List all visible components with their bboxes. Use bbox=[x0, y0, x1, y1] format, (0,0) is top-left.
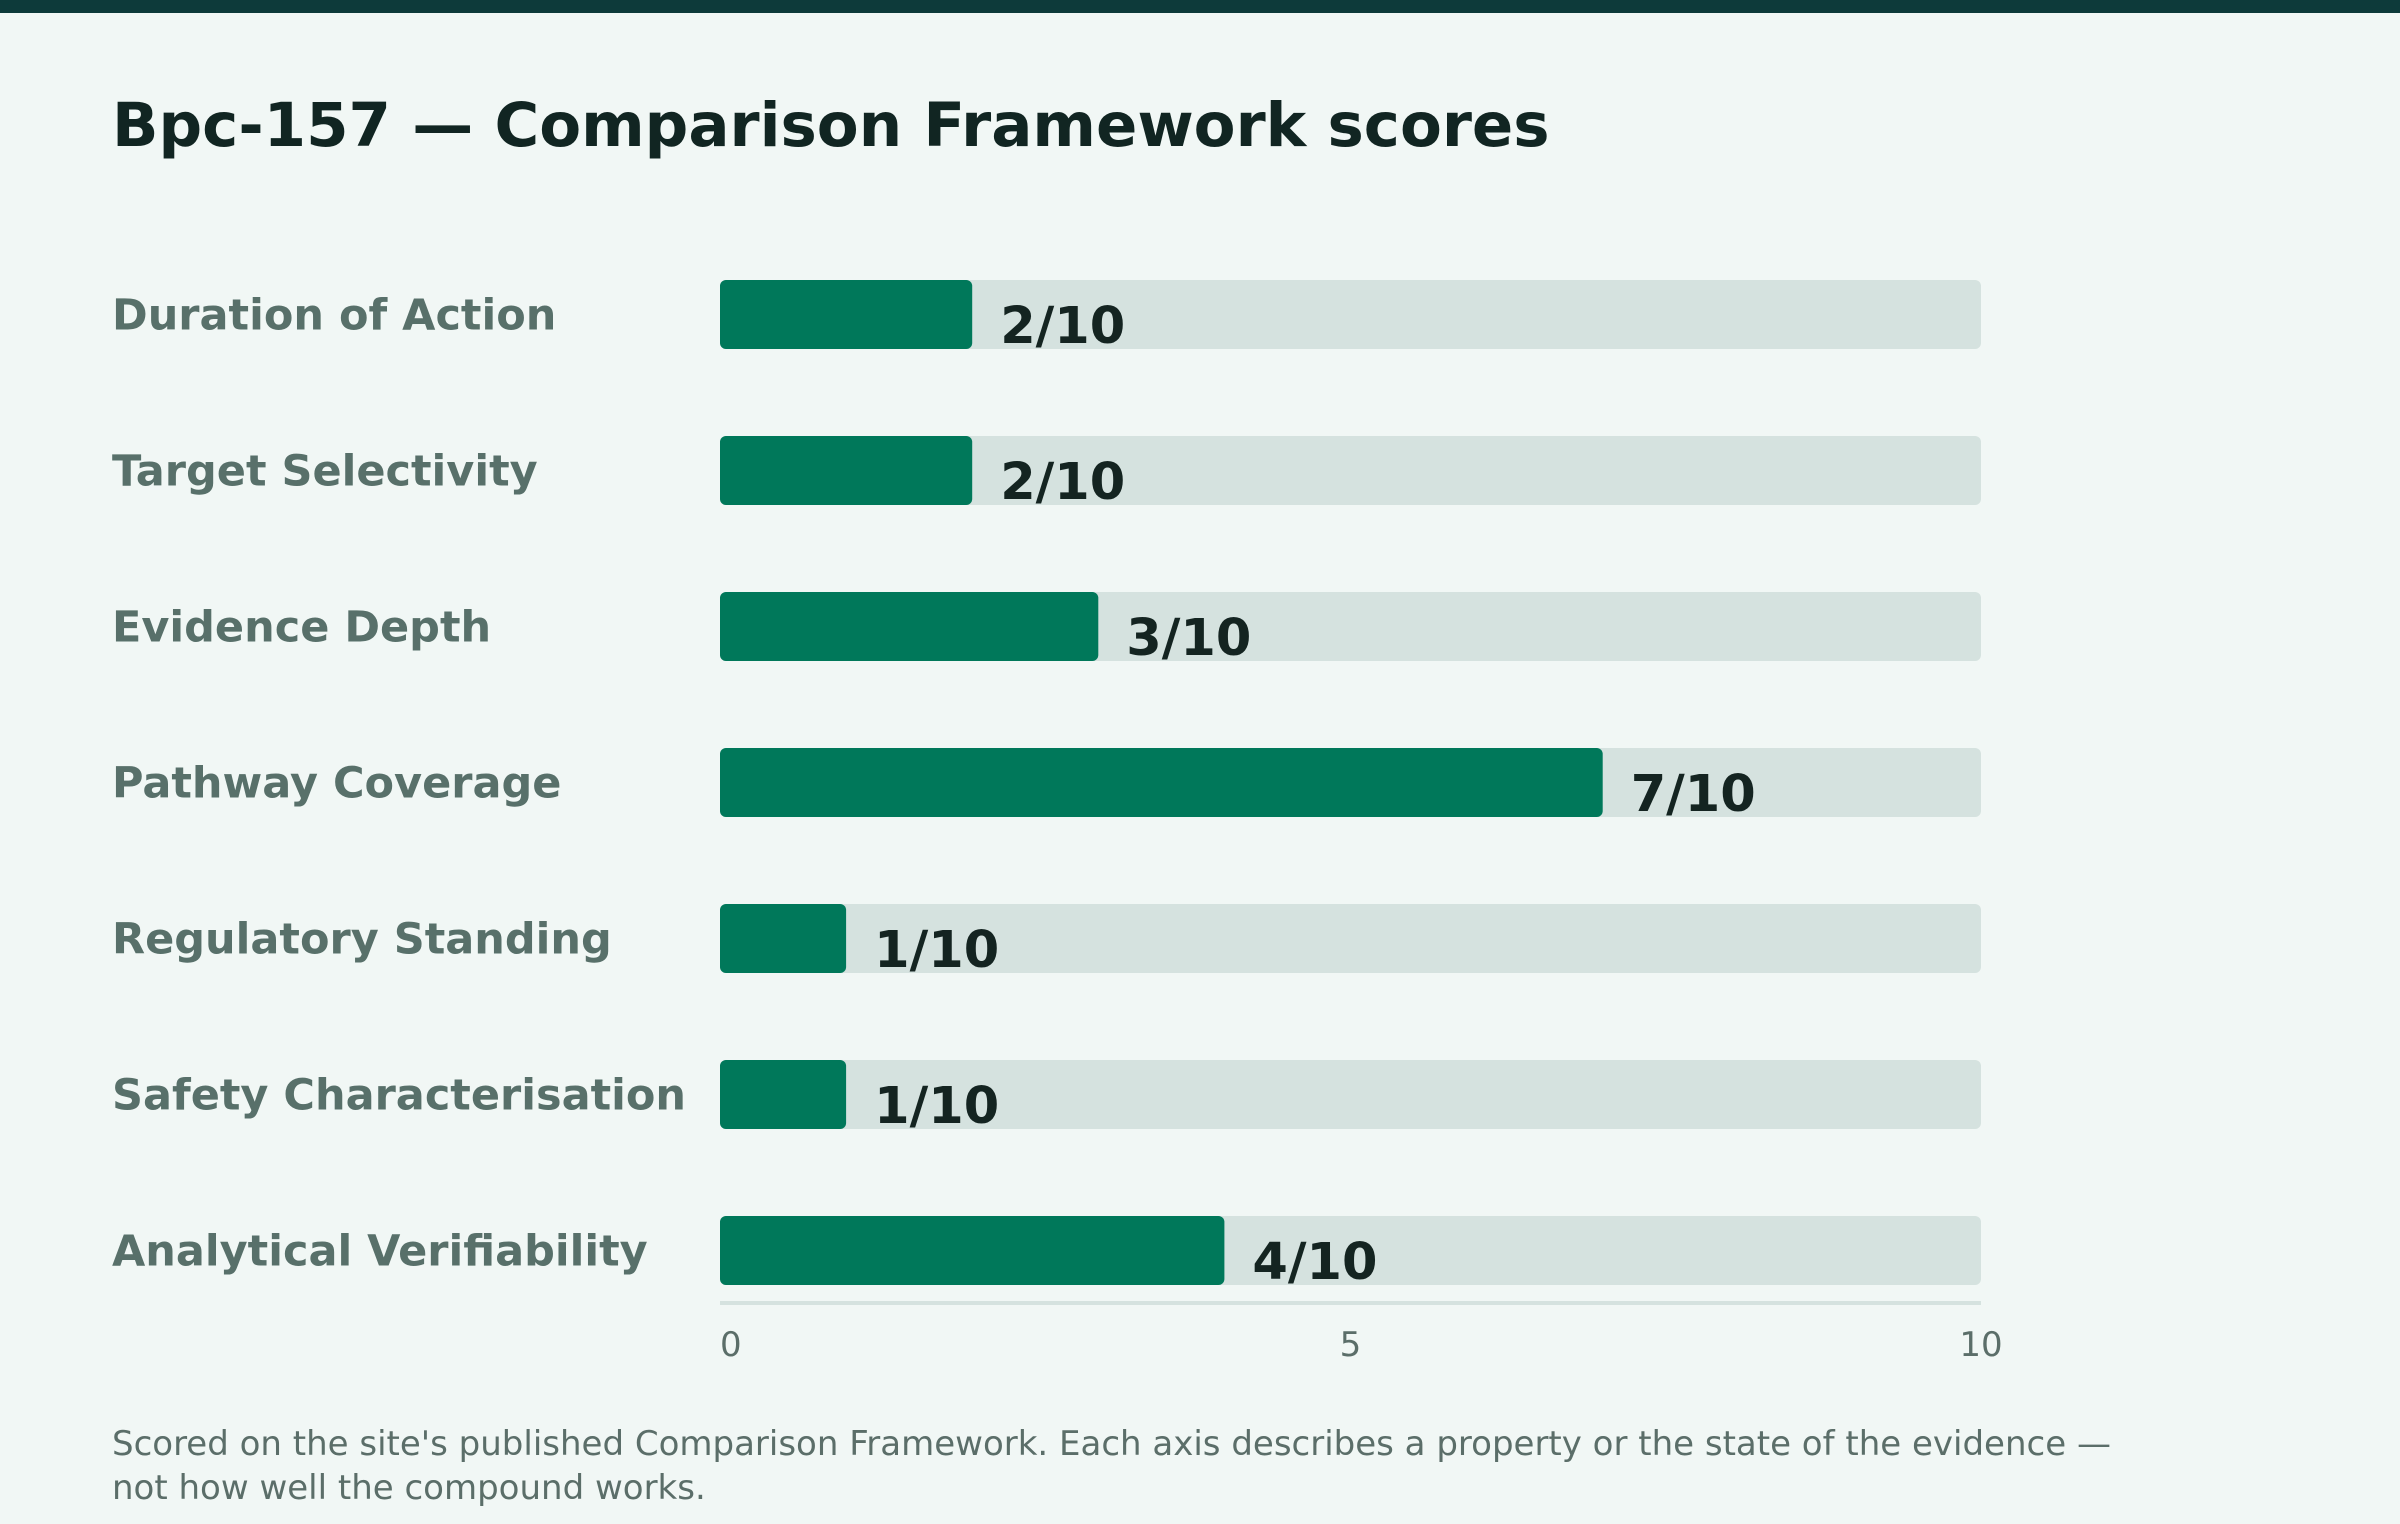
category-label: Analytical Verifiability bbox=[112, 1227, 648, 1277]
x-tick-label: 5 bbox=[1340, 1325, 1362, 1365]
bar bbox=[720, 436, 973, 505]
bar bbox=[720, 904, 847, 973]
value-label: 3/10 bbox=[1126, 609, 1251, 668]
bar-chart: Duration of Action 2/10 Target Selectivity… bbox=[112, 280, 2003, 1365]
category-label: Safety Characterisation bbox=[112, 1071, 686, 1121]
category-label: Target Selectivity bbox=[112, 447, 538, 497]
chart-footnote: Scored on the site's published Compariso… bbox=[112, 1424, 2111, 1508]
bar bbox=[720, 748, 1603, 817]
category-label: Regulatory Standing bbox=[112, 915, 612, 965]
x-tick-label: 10 bbox=[1959, 1325, 2002, 1365]
value-label: 1/10 bbox=[874, 921, 999, 980]
x-tick-label: 0 bbox=[720, 1325, 742, 1365]
category-label: Pathway Coverage bbox=[112, 759, 561, 809]
category-label: Duration of Action bbox=[112, 291, 556, 341]
bar bbox=[720, 280, 973, 349]
category-label: Evidence Depth bbox=[112, 603, 491, 653]
bar-track bbox=[720, 904, 1981, 973]
bar-track bbox=[720, 436, 1981, 505]
bar bbox=[720, 1060, 847, 1129]
value-label: 2/10 bbox=[1000, 297, 1125, 356]
top-accent-bar bbox=[0, 0, 2400, 13]
value-label: 2/10 bbox=[1000, 453, 1125, 512]
chart-title: Bpc-157 — Comparison Framework scores bbox=[112, 90, 1550, 161]
bar-track bbox=[720, 1060, 1981, 1129]
bar bbox=[720, 592, 1099, 661]
value-label: 7/10 bbox=[1631, 765, 1756, 824]
value-label: 1/10 bbox=[874, 1077, 999, 1136]
value-label: 4/10 bbox=[1252, 1233, 1377, 1292]
bar-track bbox=[720, 280, 1981, 349]
bar bbox=[720, 1216, 1225, 1285]
